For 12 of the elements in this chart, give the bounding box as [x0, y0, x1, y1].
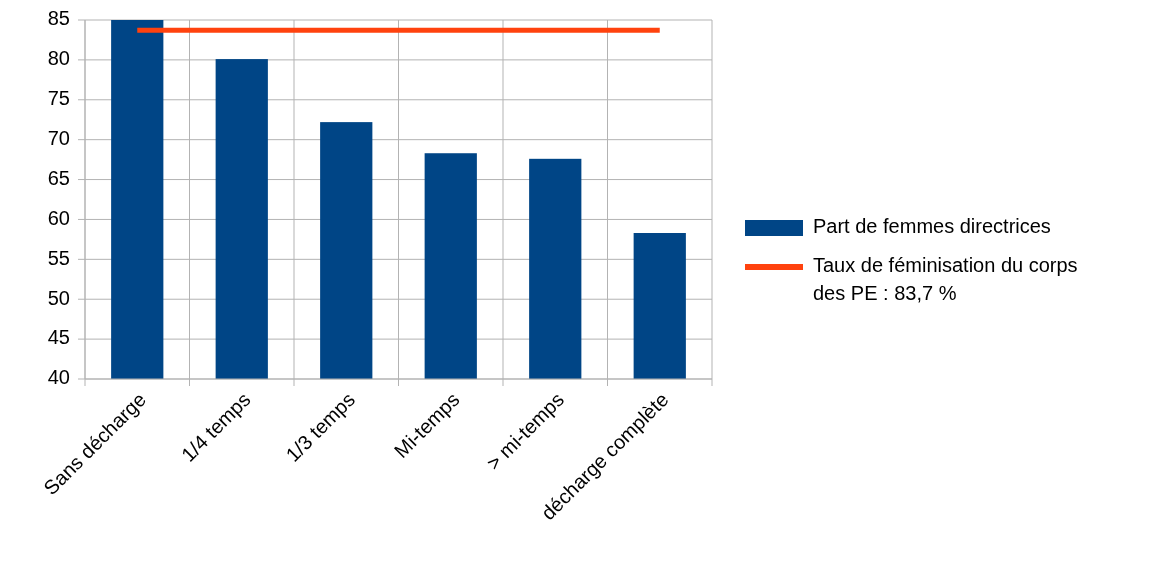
y-tick-label: 45 — [47, 326, 70, 349]
y-tick-label: 65 — [47, 166, 70, 189]
y-tick-label: 55 — [47, 246, 70, 269]
y-tick-label: 50 — [47, 286, 70, 309]
y-tick-label: 70 — [47, 126, 70, 149]
y-tick-label: 85 — [47, 7, 70, 30]
y-tick-label: 75 — [47, 87, 70, 110]
legend-label: Taux de féminisation du corps des PE : 83,7 % — [813, 254, 1078, 305]
y-tick-label: 80 — [47, 47, 70, 70]
y-tick-label: 60 — [47, 206, 70, 229]
y-tick-label: 40 — [47, 366, 70, 389]
legend-label: Part de femmes directrices — [813, 215, 1051, 238]
